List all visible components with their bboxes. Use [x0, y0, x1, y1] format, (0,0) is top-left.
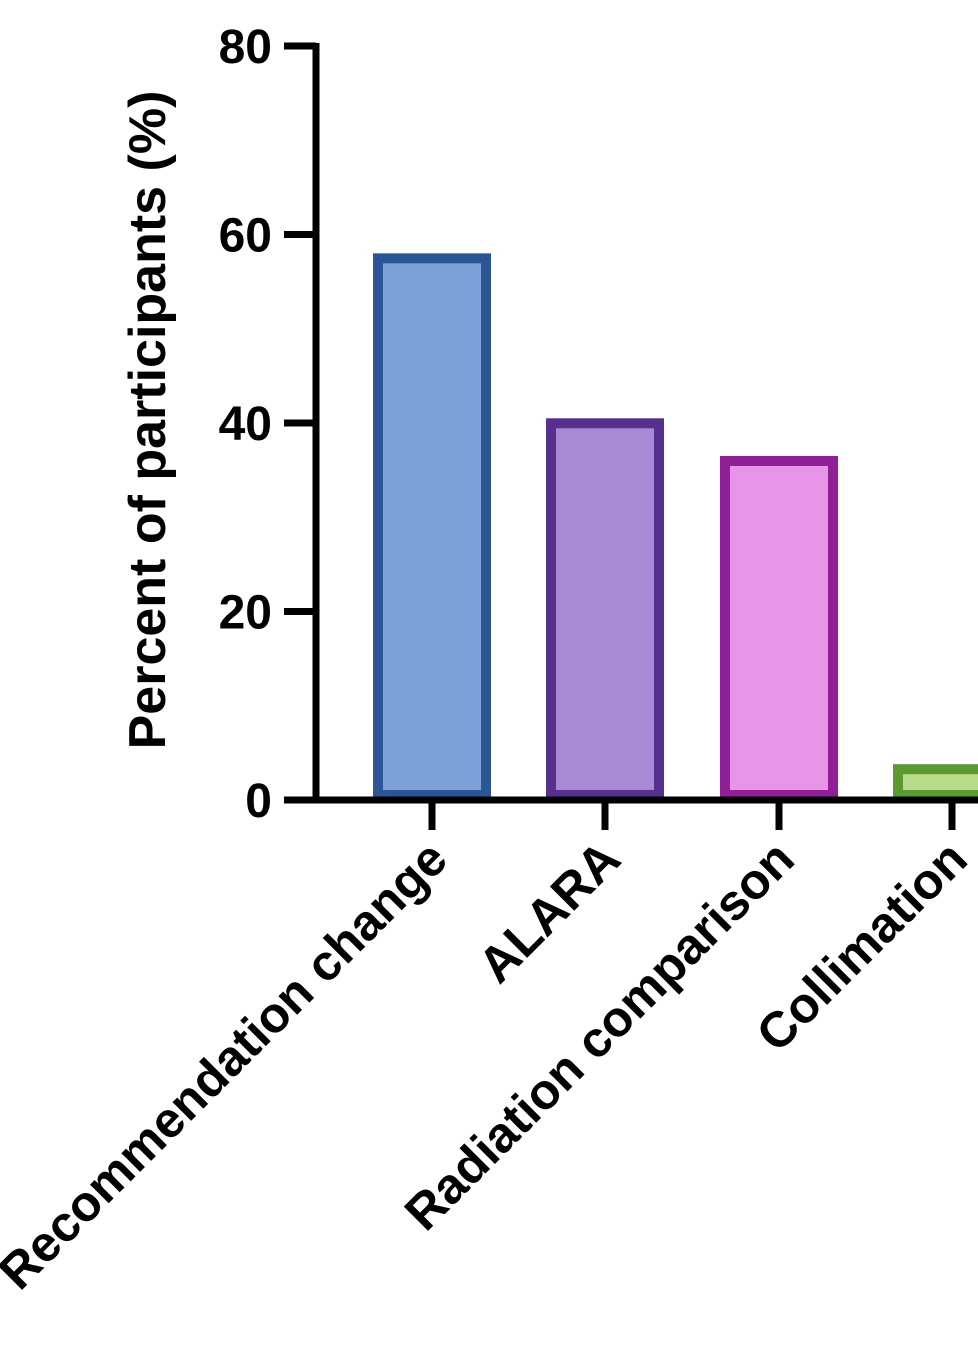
y-tick-label: 80 — [219, 21, 272, 74]
y-axis-label: Percent of participants (%) — [119, 91, 177, 750]
bars-layer — [373, 253, 978, 801]
x-tick-label: Recommendation change — [0, 830, 458, 1300]
bar-recommendation-change — [373, 253, 491, 801]
y-tick-label: 60 — [219, 210, 272, 263]
bar-radiation-comparison — [720, 455, 838, 800]
y-tick-label: 40 — [219, 398, 272, 451]
y-tick-label: 0 — [245, 775, 272, 828]
x-tick-label: ALARA — [467, 830, 630, 993]
bar-alara — [546, 418, 664, 800]
bar-collimation — [893, 764, 978, 800]
y-ticks: 0 20 40 60 80 — [219, 21, 316, 828]
y-tick-label: 20 — [219, 587, 272, 640]
